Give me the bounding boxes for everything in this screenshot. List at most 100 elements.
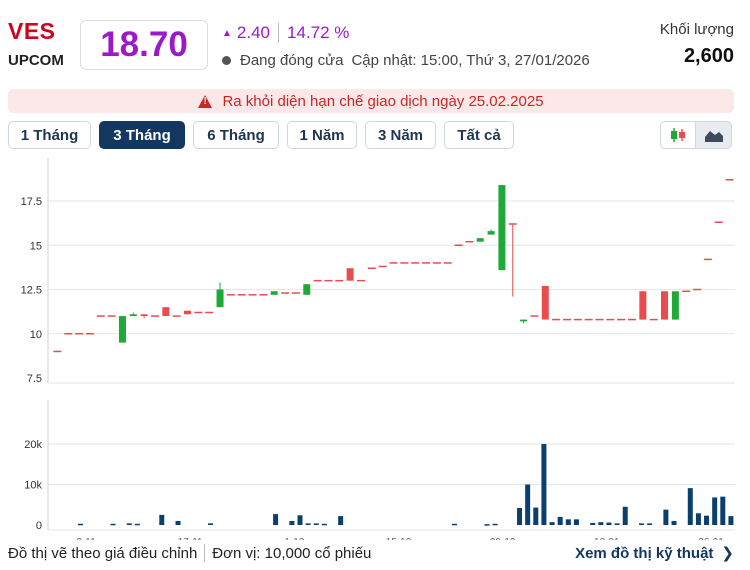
volume-bar bbox=[159, 514, 165, 525]
volume-tick-label: 20k bbox=[24, 439, 42, 451]
candle-body bbox=[639, 291, 647, 320]
tab-3-years[interactable]: 3 Năm bbox=[365, 121, 436, 149]
volume-bar bbox=[297, 515, 303, 525]
candle-body bbox=[476, 238, 484, 242]
candlestick-button[interactable] bbox=[660, 121, 696, 149]
volume-bar bbox=[451, 523, 457, 526]
area-chart-icon bbox=[704, 131, 723, 142]
x-tick-label: 1-12 bbox=[284, 537, 304, 540]
x-tick-label: 17-11 bbox=[178, 537, 203, 540]
volume-bar bbox=[175, 520, 181, 525]
candle-body bbox=[140, 314, 148, 317]
area-chart-button[interactable] bbox=[696, 121, 732, 149]
x-tick-label: 29-12 bbox=[490, 537, 516, 540]
volume-bar bbox=[321, 523, 327, 526]
volume-bar bbox=[533, 507, 539, 525]
volume-bar bbox=[77, 523, 83, 526]
volume-bar bbox=[638, 523, 644, 525]
volume-bar bbox=[704, 515, 710, 525]
candle-body bbox=[541, 285, 549, 320]
volume-bar bbox=[671, 520, 677, 525]
x-tick-label: 26-01 bbox=[698, 537, 724, 540]
volume-bar bbox=[557, 516, 563, 525]
stock-symbol: VES bbox=[8, 18, 56, 44]
volume-bar bbox=[517, 507, 523, 525]
volume-bar bbox=[541, 444, 547, 525]
candle-body bbox=[346, 268, 354, 281]
update-time: Cập nhật: 15:00, Thứ 3, 27/01/2026 bbox=[351, 52, 590, 69]
x-tick-label: 15-12 bbox=[386, 537, 412, 540]
candle-body bbox=[162, 307, 170, 317]
candle-body bbox=[184, 310, 192, 315]
period-tabs: 1 Tháng 3 Tháng 6 Tháng 1 Năm 3 Năm Tất … bbox=[8, 121, 522, 149]
candle-body bbox=[129, 314, 137, 317]
change-percent: 14.72 % bbox=[287, 23, 350, 42]
volume-bar bbox=[606, 522, 612, 525]
price-tick-label: 17.5 bbox=[21, 196, 42, 208]
volume-bar bbox=[598, 522, 604, 525]
tab-3-months[interactable]: 3 Tháng bbox=[99, 121, 185, 149]
warning-icon bbox=[198, 94, 213, 108]
volume-tick-label: 0 bbox=[36, 520, 42, 532]
divider bbox=[278, 23, 279, 43]
volume-bar bbox=[289, 520, 295, 525]
volume-bar bbox=[134, 523, 140, 526]
banner-text: Ra khỏi diện hạn chế giao dịch ngày 25.0… bbox=[222, 92, 544, 110]
technical-chart-link[interactable]: Xem đồ thị kỹ thuật ❯ bbox=[575, 544, 734, 563]
candle-body bbox=[487, 231, 495, 235]
price-tick-label: 12.5 bbox=[21, 285, 42, 297]
volume-bar bbox=[663, 509, 669, 525]
volume-bar bbox=[687, 488, 693, 525]
volume-bar bbox=[549, 522, 555, 525]
tab-1-year[interactable]: 1 Năm bbox=[287, 121, 357, 149]
volume-value: 2,600 bbox=[683, 45, 734, 67]
x-tick-label: 3-11 bbox=[76, 537, 96, 540]
market-status: Đang đóng cửa Cập nhật: 15:00, Thứ 3, 27… bbox=[222, 52, 590, 69]
candlestick-icon bbox=[671, 128, 685, 142]
tab-1-month[interactable]: 1 Tháng bbox=[8, 121, 91, 149]
volume-bar bbox=[728, 516, 734, 525]
volume-bar bbox=[492, 523, 498, 526]
candle-body bbox=[303, 284, 311, 295]
up-triangle-icon: ▲ bbox=[222, 27, 232, 39]
tab-all[interactable]: Tất cả bbox=[444, 121, 514, 149]
volume-bar bbox=[565, 519, 571, 525]
volume-tick-label: 10k bbox=[24, 480, 42, 492]
x-tick-label: 12-01 bbox=[594, 537, 620, 540]
tab-6-months[interactable]: 6 Tháng bbox=[193, 121, 279, 149]
unit-note: Đơn vị: 10,000 cổ phiếu bbox=[212, 544, 372, 562]
chart-type-toggle bbox=[660, 121, 732, 149]
volume-bar bbox=[110, 523, 116, 526]
volume-bar bbox=[622, 506, 628, 525]
volume-bar bbox=[573, 519, 579, 525]
volume-bar bbox=[208, 523, 214, 525]
price-change: ▲ 2.40 14.72 % bbox=[222, 23, 349, 43]
change-value: 2.40 bbox=[236, 23, 270, 42]
volume-bar bbox=[484, 524, 490, 526]
divider bbox=[204, 544, 206, 562]
volume-bar bbox=[273, 514, 279, 525]
price-tick-label: 15 bbox=[30, 240, 42, 252]
volume-bar bbox=[720, 496, 726, 525]
candle-body bbox=[498, 185, 506, 271]
candle-body bbox=[661, 291, 669, 320]
volume-bar bbox=[338, 516, 344, 525]
volume-bar bbox=[647, 523, 653, 525]
volume-bar bbox=[695, 513, 701, 525]
volume-bar bbox=[313, 523, 319, 525]
candle-body bbox=[520, 319, 528, 322]
status-dot-icon bbox=[222, 56, 231, 65]
volume-bar bbox=[712, 497, 718, 525]
restriction-banner: Ra khỏi diện hạn chế giao dịch ngày 25.0… bbox=[8, 89, 734, 113]
volume-bar bbox=[305, 523, 311, 525]
chart-footer: Đồ thị vẽ theo giá điều chỉnh Đơn vị: 10… bbox=[8, 544, 371, 562]
adjusted-price-note: Đồ thị vẽ theo giá điều chỉnh bbox=[8, 544, 198, 562]
chevron-right-icon: ❯ bbox=[721, 545, 734, 562]
price-tick-label: 10 bbox=[30, 329, 42, 341]
technical-chart-link-label: Xem đồ thị kỹ thuật bbox=[575, 544, 714, 562]
status-text: Đang đóng cửa bbox=[240, 52, 344, 69]
candle-body bbox=[671, 291, 679, 320]
current-price: 18.70 bbox=[80, 20, 208, 70]
price-tick-label: 7.5 bbox=[27, 373, 42, 385]
candle-body bbox=[118, 316, 126, 343]
